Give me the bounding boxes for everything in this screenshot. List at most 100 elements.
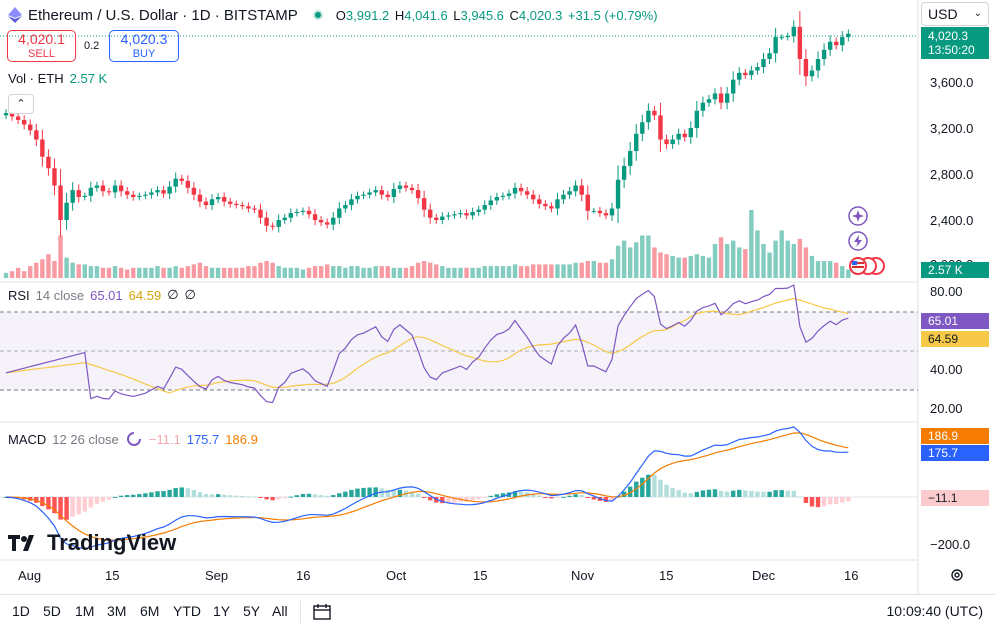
macd-hist-bar: [155, 491, 160, 497]
timeframe-ytd-button[interactable]: YTD: [173, 603, 201, 619]
volume-bar: [627, 247, 633, 278]
volume-bar: [288, 267, 294, 278]
timeframe-1m-button[interactable]: 1M: [75, 603, 95, 619]
lightning-icon[interactable]: [848, 231, 868, 256]
macd-hist-bar: [318, 495, 324, 497]
macd-legend[interactable]: MACD 12 26 close −11.1 175.7 186.9: [8, 430, 264, 448]
macd-hist-bar: [391, 489, 397, 497]
candle-body: [137, 195, 142, 197]
macd-hist-bar: [228, 495, 233, 497]
timeframe-1d-button[interactable]: 1D: [12, 603, 30, 619]
volume-bar: [809, 255, 815, 278]
macd-hist-bar: [191, 490, 197, 497]
candle-body: [167, 186, 172, 194]
change-value: +31.5 (+0.79%): [567, 7, 658, 23]
timeframe-3m-button[interactable]: 3M: [107, 603, 127, 619]
macd-hist-bar: [567, 495, 572, 497]
timeframe-6m-button[interactable]: 6M: [140, 603, 160, 619]
volume-bar: [803, 247, 809, 278]
low-label: L: [453, 7, 461, 23]
macd-hist-bar: [676, 490, 681, 497]
macd-hist-bar: [834, 497, 839, 504]
candle-body: [827, 41, 833, 50]
volume-bar: [840, 266, 845, 278]
volume-bar: [64, 257, 69, 278]
volume-bar: [282, 267, 287, 278]
utc-clock[interactable]: 10:09:40 (UTC): [886, 603, 983, 619]
macd-hist-bar: [840, 497, 845, 503]
candle-body: [658, 115, 663, 140]
volume-legend[interactable]: Vol · ETH 2.57 K: [8, 71, 107, 86]
volume-bar: [155, 266, 160, 278]
candle-body: [209, 199, 215, 206]
macd-hist-bar: [215, 494, 221, 497]
volume-bar: [258, 262, 263, 278]
candle-body: [197, 194, 203, 202]
macd-hist-bar: [300, 494, 306, 497]
candle-body: [331, 217, 336, 225]
time-axis-label: Nov: [571, 568, 595, 583]
volume-bar: [609, 259, 615, 278]
volume-bar: [294, 267, 300, 278]
candle-body: [803, 59, 809, 77]
volume-bar: [743, 249, 748, 278]
date-range-icon[interactable]: [312, 602, 332, 627]
candle-body: [567, 191, 572, 195]
candle-body: [682, 133, 687, 138]
candle-body: [634, 133, 639, 151]
time-axis-label: Dec: [752, 568, 776, 583]
candle-body: [131, 194, 136, 197]
candle-body: [191, 187, 197, 195]
market-status-icon: [312, 10, 323, 20]
volume-bar: [500, 266, 506, 278]
volume-bar: [318, 266, 324, 278]
chart-settings-icon[interactable]: [949, 567, 965, 588]
economic-events-icon[interactable]: [848, 256, 886, 281]
macd-hist-bar: [785, 490, 790, 497]
macd-hist-bar: [512, 491, 518, 497]
sell-price: 4,020.1: [18, 31, 65, 47]
macd-hist-bar: [803, 497, 809, 503]
macd-hist-bar: [706, 489, 712, 497]
macd-hist-bar: [591, 497, 597, 500]
sell-button[interactable]: 4,020.1 SELL: [7, 30, 76, 62]
symbol-title: Ethereum / U.S. Dollar · 1D · BITSTAMP: [28, 6, 298, 24]
rsi-value: 65.01: [90, 287, 123, 303]
volume-bar: [670, 255, 675, 278]
candle-body: [585, 194, 590, 211]
macd-hist-bar: [58, 497, 63, 520]
macd-hist-bar: [531, 493, 536, 497]
timeframe-all-button[interactable]: All: [272, 603, 288, 619]
volume-bar: [761, 244, 766, 278]
currency-selector[interactable]: USD ⌄: [921, 2, 989, 26]
timeframe-5d-button[interactable]: 5D: [43, 603, 61, 619]
macd-hist-bar: [573, 494, 578, 497]
symbol-legend[interactable]: Ethereum / U.S. Dollar · 1D · BITSTAMP O…: [8, 4, 660, 26]
toolbar-divider: [300, 601, 301, 623]
macd-line: [5, 426, 849, 550]
volume-bar: [428, 262, 433, 278]
candle-body: [549, 206, 554, 209]
ethereum-icon: [8, 7, 22, 23]
volume-bar: [658, 252, 663, 278]
rsi-legend[interactable]: RSI 14 close 65.01 64.59 ∅ ∅: [8, 287, 202, 303]
volume-bar: [173, 266, 178, 278]
volume-bar: [76, 264, 81, 278]
candle-body: [791, 26, 796, 36]
time-axis-label: Sep: [205, 568, 229, 583]
volume-bar: [646, 235, 651, 278]
volume-bar: [458, 267, 463, 278]
candle-body: [403, 185, 409, 188]
sparkle-icon[interactable]: [848, 206, 868, 231]
tradingview-logo[interactable]: TradingView: [8, 530, 176, 556]
timeframe-5y-button[interactable]: 5Y: [243, 603, 261, 619]
macd-hist-bar: [294, 495, 300, 497]
volume-bar: [215, 267, 221, 278]
timeframe-1y-button[interactable]: 1Y: [213, 603, 231, 619]
collapse-legend-button[interactable]: ⌃: [8, 94, 34, 114]
candle-body: [324, 222, 330, 225]
candle-body: [46, 156, 51, 169]
buy-button[interactable]: 4,020.3 BUY: [109, 30, 179, 62]
volume-bar: [488, 266, 493, 278]
